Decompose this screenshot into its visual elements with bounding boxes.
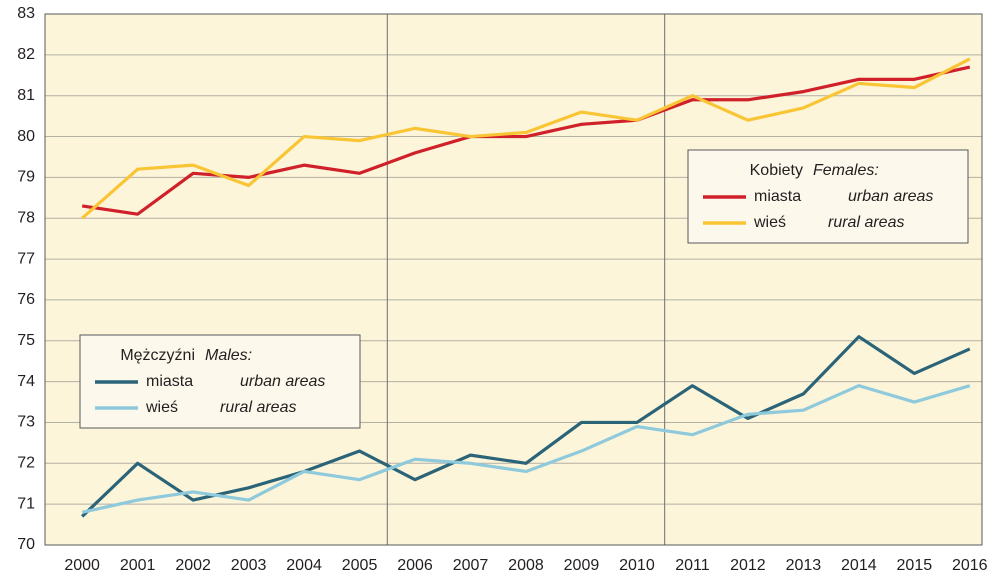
x-tick-label: 2005 bbox=[342, 557, 378, 574]
x-tick-label: 2013 bbox=[786, 557, 822, 574]
legend-title: Mężczyźni bbox=[120, 347, 195, 364]
x-tick-label: 2007 bbox=[453, 557, 489, 574]
x-tick-label: 2006 bbox=[397, 557, 433, 574]
x-tick-label: 2008 bbox=[508, 557, 544, 574]
x-tick-label: 2009 bbox=[564, 557, 600, 574]
legend-title: Kobiety bbox=[750, 162, 803, 179]
legend-title-en: Males: bbox=[205, 347, 252, 364]
y-tick-label: 79 bbox=[17, 169, 35, 186]
x-tick-label: 2002 bbox=[175, 557, 211, 574]
y-tick-label: 76 bbox=[17, 291, 35, 308]
x-tick-label: 2010 bbox=[619, 557, 655, 574]
y-tick-label: 70 bbox=[17, 536, 35, 553]
y-tick-label: 74 bbox=[17, 373, 35, 390]
legend-label: miasta bbox=[754, 188, 801, 205]
y-tick-label: 78 bbox=[17, 209, 35, 226]
series-line bbox=[81, 65, 971, 216]
y-tick-label: 77 bbox=[17, 250, 35, 267]
series-line bbox=[81, 57, 971, 220]
x-tick-label: 2011 bbox=[675, 557, 710, 574]
x-tick-label: 2015 bbox=[897, 557, 933, 574]
legend-label: miasta bbox=[146, 373, 193, 390]
x-tick-label: 2012 bbox=[730, 557, 766, 574]
legend-title-en: Females: bbox=[813, 162, 879, 179]
legend-label: wieś bbox=[753, 214, 786, 231]
y-tick-label: 71 bbox=[17, 495, 35, 512]
y-tick-label: 72 bbox=[17, 455, 35, 472]
legend: Mężczyźni Males: miasta urban areas wieś rura… bbox=[79, 334, 361, 429]
x-tick-label: 2000 bbox=[64, 557, 100, 574]
x-tick-label: 2016 bbox=[952, 557, 988, 574]
legend-label-en: urban areas bbox=[848, 188, 933, 205]
legend-label: wieś bbox=[145, 399, 178, 416]
plot-border bbox=[44, 13, 983, 546]
y-tick-label: 75 bbox=[17, 332, 35, 349]
legend-label-en: rural areas bbox=[220, 399, 296, 416]
x-tick-label: 2003 bbox=[231, 557, 267, 574]
x-tick-label: 2001 bbox=[120, 557, 156, 574]
legend-label-en: rural areas bbox=[828, 214, 904, 231]
y-tick-label: 81 bbox=[17, 87, 35, 104]
y-tick-label: 80 bbox=[17, 128, 35, 145]
series-line bbox=[81, 384, 971, 514]
x-tick-label: 2004 bbox=[286, 557, 322, 574]
y-tick-label: 83 bbox=[17, 5, 35, 22]
y-tick-label: 73 bbox=[17, 414, 35, 431]
legend: Kobiety Females: miasta urban areas wieś rura… bbox=[687, 149, 969, 244]
series-line bbox=[81, 335, 971, 518]
legend-label-en: urban areas bbox=[240, 373, 325, 390]
plot-background bbox=[45, 14, 982, 545]
y-tick-label: 82 bbox=[17, 46, 35, 63]
x-tick-label: 2014 bbox=[841, 557, 877, 574]
